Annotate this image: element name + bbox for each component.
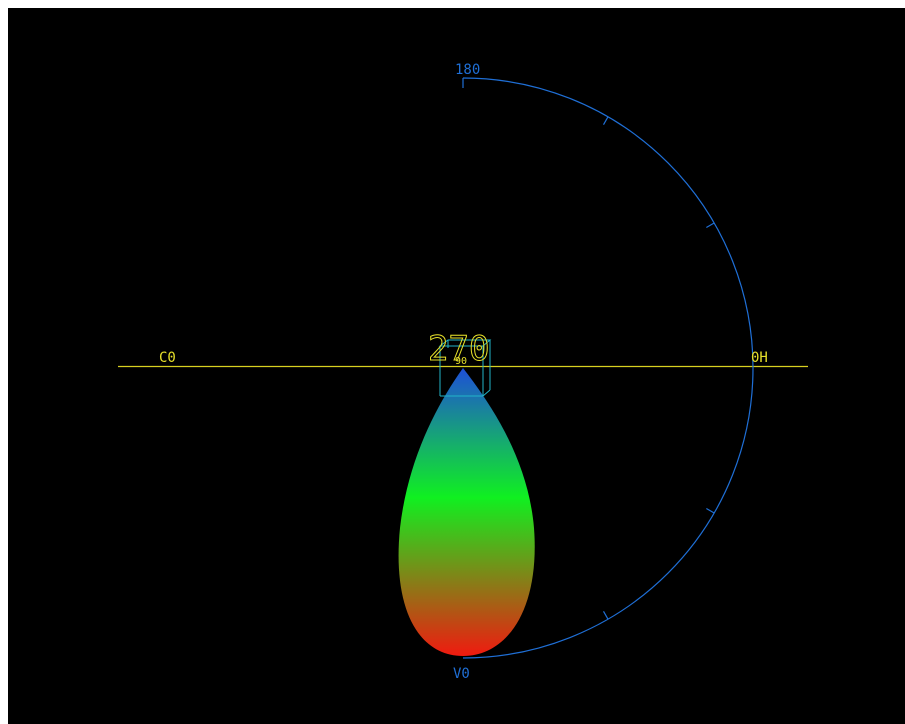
- label-bottom: V0: [453, 666, 470, 682]
- label-center-large: 270: [428, 329, 489, 369]
- photometric-diagram: 180 V0 C0 0H 270 90: [118, 62, 808, 682]
- luminaire-box: [438, 339, 492, 397]
- arc-tick: [602, 611, 609, 620]
- label-right: 0H: [751, 350, 768, 366]
- label-left: C0: [159, 350, 176, 366]
- intensity-lobe: [398, 368, 535, 656]
- arc-tick: [602, 116, 609, 125]
- viewport: 180 V0 C0 0H 270 90: [8, 8, 905, 724]
- arc-tick: [706, 222, 715, 229]
- arc-tick: [706, 507, 715, 514]
- label-top: 180: [455, 62, 480, 78]
- label-center-small: 90: [455, 356, 467, 367]
- arc-ticks: [602, 116, 715, 620]
- angle-arc: [462, 77, 754, 659]
